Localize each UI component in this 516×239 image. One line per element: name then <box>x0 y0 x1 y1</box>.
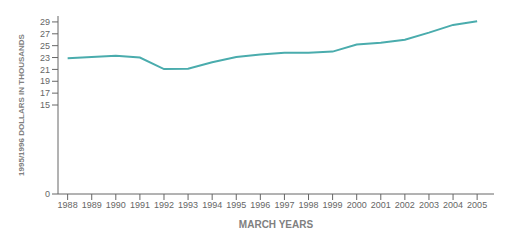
svg-text:2005: 2005 <box>467 200 487 210</box>
svg-text:1991: 1991 <box>130 200 150 210</box>
svg-text:1988: 1988 <box>58 200 78 210</box>
svg-text:1990: 1990 <box>106 200 126 210</box>
svg-text:1996: 1996 <box>250 200 270 210</box>
svg-text:0: 0 <box>45 189 50 199</box>
svg-text:25: 25 <box>40 41 50 51</box>
svg-text:2000: 2000 <box>347 200 367 210</box>
svg-text:1989: 1989 <box>82 200 102 210</box>
svg-text:15: 15 <box>40 100 50 110</box>
svg-text:1992: 1992 <box>154 200 174 210</box>
svg-text:1995/1996 DOLLARS IN THOUSANDS: 1995/1996 DOLLARS IN THOUSANDS <box>17 33 26 175</box>
svg-text:2004: 2004 <box>443 200 463 210</box>
svg-text:1995: 1995 <box>226 200 246 210</box>
svg-text:1998: 1998 <box>299 200 319 210</box>
svg-text:29: 29 <box>40 17 50 27</box>
svg-text:2003: 2003 <box>419 200 439 210</box>
svg-text:2002: 2002 <box>395 200 415 210</box>
svg-text:1993: 1993 <box>178 200 198 210</box>
svg-text:1997: 1997 <box>274 200 294 210</box>
svg-text:1994: 1994 <box>202 200 222 210</box>
svg-text:23: 23 <box>40 53 50 63</box>
svg-text:19: 19 <box>40 76 50 86</box>
svg-text:17: 17 <box>40 88 50 98</box>
svg-text:MARCH YEARS: MARCH YEARS <box>239 219 314 230</box>
svg-text:27: 27 <box>40 29 50 39</box>
svg-text:2001: 2001 <box>371 200 391 210</box>
svg-text:21: 21 <box>40 65 50 75</box>
svg-text:1999: 1999 <box>323 200 343 210</box>
